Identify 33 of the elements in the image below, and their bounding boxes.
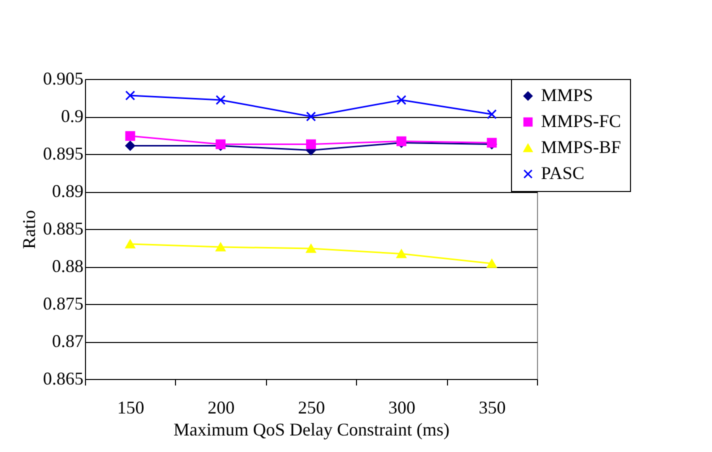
point: [125, 131, 136, 141]
point: [216, 95, 226, 105]
legend-label: PASC: [541, 163, 584, 183]
point: [306, 244, 316, 253]
x-tick-label: 250: [298, 398, 325, 418]
x-tick-label: 150: [117, 398, 144, 418]
x-tick-label: 300: [388, 398, 416, 418]
point: [306, 139, 316, 150]
point: [216, 242, 226, 252]
y-tick-label: 0.905: [43, 68, 84, 88]
y-tick-label: 0.865: [43, 368, 84, 388]
point: [125, 240, 136, 248]
point: [486, 259, 497, 268]
legend-label: MMPS-BF: [541, 137, 622, 157]
point: [396, 249, 406, 258]
y-tick-label: 0.87: [52, 331, 84, 351]
y-tick-label: 0.88: [52, 256, 84, 276]
legend-label: MMPS: [541, 85, 594, 105]
y-axis-title: Ratio: [19, 210, 39, 249]
y-tick-label: 0.9: [61, 106, 84, 126]
y-tick-label: 0.89: [52, 181, 84, 201]
point: [125, 90, 136, 100]
y-tick-label: 0.875: [43, 294, 84, 314]
point: [486, 109, 497, 120]
legend-label: MMPS-FC: [541, 111, 622, 131]
x-tick-label: 200: [208, 398, 235, 418]
y-tick-label: 0.895: [43, 144, 84, 164]
x-tick-label: 350: [478, 398, 506, 418]
x-axis-title: Maximum QoS Delay Constraint (ms): [174, 420, 450, 440]
point: [306, 112, 316, 122]
y-tick-label: 0.885: [43, 218, 84, 238]
point: [396, 95, 406, 105]
point: [125, 140, 136, 151]
